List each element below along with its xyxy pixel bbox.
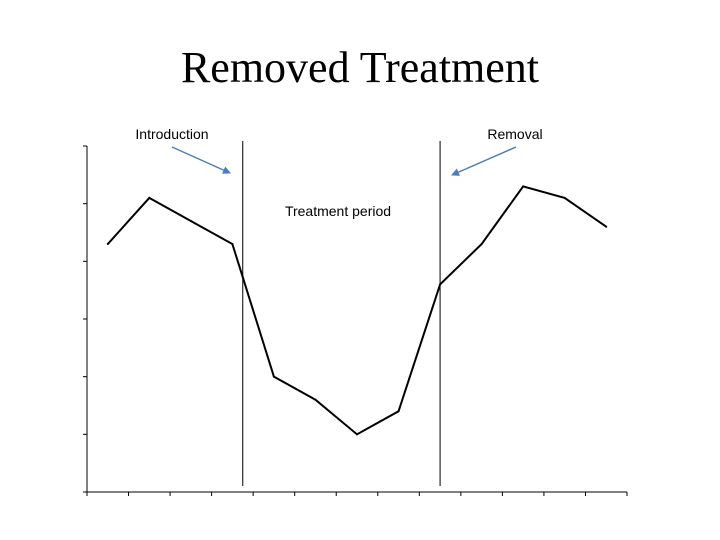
- chart-annotations: Introduction Removal Treatment period: [135, 126, 542, 219]
- data-point: [605, 225, 608, 228]
- data-point: [106, 243, 109, 246]
- removal-arrow: [451, 146, 517, 176]
- data-point: [522, 185, 525, 188]
- series-line: [107, 185, 607, 436]
- introduction-label: Introduction: [135, 126, 208, 142]
- data-point: [314, 398, 317, 401]
- chart-title: Removed Treatment: [180, 43, 540, 92]
- data-point: [148, 196, 151, 199]
- chart-series: [106, 185, 608, 436]
- introduction-arrow: [171, 146, 231, 174]
- phase-lines: [242, 141, 441, 486]
- data-point: [397, 410, 400, 413]
- data-point: [356, 433, 358, 436]
- data-point: [231, 243, 234, 246]
- chart-axes: [83, 145, 628, 496]
- removal-label: Removal: [487, 126, 542, 142]
- data-point: [563, 196, 566, 199]
- data-point: [272, 375, 275, 378]
- data-point: [439, 283, 442, 286]
- data-point: [189, 219, 192, 222]
- data-point: [480, 243, 483, 246]
- treatment-period-label: Treatment period: [285, 203, 391, 219]
